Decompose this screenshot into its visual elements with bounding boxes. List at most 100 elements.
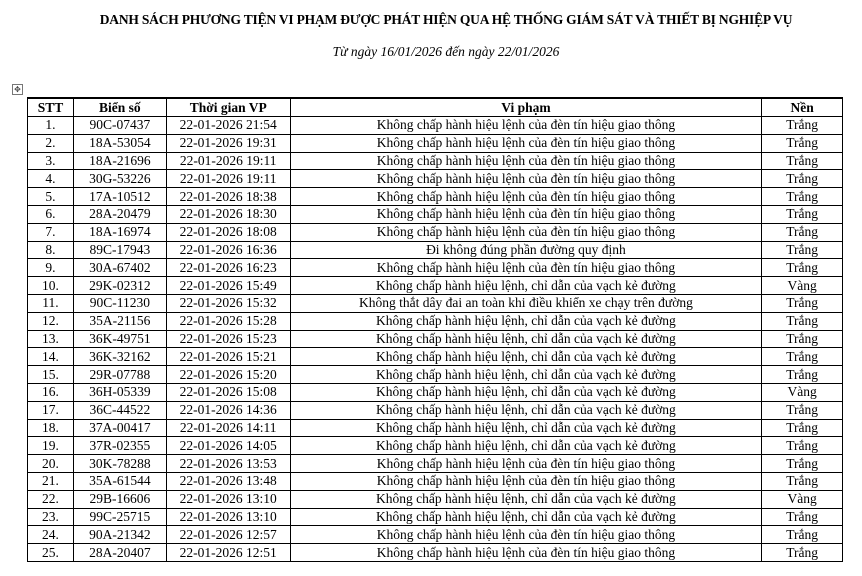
header-stt: STT	[27, 97, 74, 117]
cell-plate: 29K-02312	[72, 276, 167, 295]
cell-plate-color: Trắng	[761, 471, 843, 491]
cell-stt: 5.	[27, 187, 74, 206]
table-row: 9. 30A-67402 22-01-2026 16:23 Không chấp hà…	[27, 258, 843, 278]
cell-plate-color: Trắng	[761, 543, 843, 562]
cell-time: 22-01-2026 13:10	[165, 489, 291, 509]
table-row: 15. 29R-07788 22-01-2026 15:20 Không chấp h…	[27, 365, 843, 384]
table-row: 13. 36K-49751 22-01-2026 15:23 Không chấp h…	[27, 329, 843, 349]
cell-violation: Không chấp hành hiệu lệnh của đèn tín hi…	[289, 133, 763, 153]
cell-plate: 30A-67402	[72, 258, 167, 278]
cell-stt: 21.	[27, 471, 74, 491]
table-row: 22. 29B-16606 22-01-2026 13:10 Không chấp h…	[27, 489, 843, 509]
table-row: 20. 30K-78288 22-01-2026 13:53 Không chấp h…	[27, 454, 843, 473]
cell-plate: 90C-07437	[72, 116, 167, 135]
cell-plate: 36C-44522	[72, 400, 167, 420]
table-row: 5. 17A-10512 22-01-2026 18:38 Không chấp hà…	[27, 187, 843, 206]
cell-violation: Không chấp hành hiệu lệnh, chỉ dẫn của v…	[289, 365, 763, 384]
cell-violation: Đi không đúng phần đường quy định	[289, 240, 763, 260]
table-row: 11. 90C-11230 22-01-2026 15:32 Không thắt d…	[27, 293, 843, 313]
cell-plate-color: Trắng	[761, 507, 843, 527]
table-row: 4. 30G-53226 22-01-2026 19:11 Không chấp hà…	[27, 169, 843, 189]
cell-plate-color: Vàng	[761, 382, 843, 402]
cell-plate: 28A-20407	[72, 543, 167, 562]
table-row: 19. 37R-02355 22-01-2026 14:05 Không chấp h…	[27, 436, 843, 456]
table-row: 24. 90A-21342 22-01-2026 12:57 Không chấp h…	[27, 525, 843, 545]
cell-time: 22-01-2026 15:21	[165, 347, 291, 367]
cell-stt: 20.	[27, 454, 74, 473]
cell-plate: 30K-78288	[72, 454, 167, 473]
table-row: 18. 37A-00417 22-01-2026 14:11 Không chấp h…	[27, 418, 843, 438]
cell-time: 22-01-2026 15:23	[165, 329, 291, 349]
cell-plate: 30G-53226	[72, 169, 167, 189]
cell-violation: Không chấp hành hiệu lệnh, chỉ dẫn của v…	[289, 489, 763, 509]
cell-stt: 10.	[27, 276, 74, 295]
cell-plate-color: Vàng	[761, 276, 843, 295]
cell-time: 22-01-2026 19:11	[165, 151, 291, 171]
cell-plate-color: Trắng	[761, 418, 843, 438]
cell-violation: Không chấp hành hiệu lệnh, chỉ dẫn của v…	[289, 382, 763, 402]
cell-time: 22-01-2026 12:57	[165, 525, 291, 545]
cell-plate: 36K-32162	[72, 347, 167, 367]
cell-stt: 23.	[27, 507, 74, 527]
header-time: Thời gian VP	[165, 97, 291, 117]
cell-time: 22-01-2026 18:30	[165, 204, 291, 224]
header-plate-color: Nền	[761, 97, 843, 117]
cell-time: 22-01-2026 15:32	[165, 293, 291, 313]
cell-plate-color: Trắng	[761, 436, 843, 456]
cell-stt: 15.	[27, 365, 74, 384]
table-row: 8. 89C-17943 22-01-2026 16:36 Đi không đúng…	[27, 240, 843, 260]
header-violation: Vi phạm	[289, 97, 763, 117]
cell-plate-color: Trắng	[761, 400, 843, 420]
cell-plate-color: Trắng	[761, 347, 843, 367]
cell-stt: 13.	[27, 329, 74, 349]
cell-plate-color: Trắng	[761, 169, 843, 189]
cell-plate-color: Trắng	[761, 204, 843, 224]
cell-plate-color: Trắng	[761, 258, 843, 278]
cell-plate-color: Trắng	[761, 187, 843, 206]
cell-plate: 18A-16974	[72, 222, 167, 242]
cell-plate-color: Trắng	[761, 311, 843, 331]
cell-stt: 18.	[27, 418, 74, 438]
cell-plate-color: Trắng	[761, 329, 843, 349]
cell-plate: 90C-11230	[72, 293, 167, 313]
table-row: 23. 99C-25715 22-01-2026 13:10 Không chấp h…	[27, 507, 843, 527]
cell-plate-color: Trắng	[761, 151, 843, 171]
cell-stt: 7.	[27, 222, 74, 242]
cell-plate-color: Trắng	[761, 240, 843, 260]
cell-violation: Không chấp hành hiệu lệnh của đèn tín hi…	[289, 187, 763, 206]
cell-stt: 2.	[27, 133, 74, 153]
table-row: 6. 28A-20479 22-01-2026 18:30 Không chấp hà…	[27, 204, 843, 224]
cell-time: 22-01-2026 18:38	[165, 187, 291, 206]
cell-stt: 9.	[27, 258, 74, 278]
cell-time: 22-01-2026 15:49	[165, 276, 291, 295]
cell-time: 22-01-2026 15:20	[165, 365, 291, 384]
cell-violation: Không chấp hành hiệu lệnh của đèn tín hi…	[289, 258, 763, 278]
cell-plate: 36H-05339	[72, 382, 167, 402]
cell-violation: Không chấp hành hiệu lệnh, chỉ dẫn của v…	[289, 347, 763, 367]
cell-time: 22-01-2026 12:51	[165, 543, 291, 562]
cell-stt: 12.	[27, 311, 74, 331]
cell-stt: 19.	[27, 436, 74, 456]
cell-violation: Không chấp hành hiệu lệnh, chỉ dẫn của v…	[289, 436, 763, 456]
cell-plate: 18A-53054	[72, 133, 167, 153]
cell-plate: 29B-16606	[72, 489, 167, 509]
cell-stt: 3.	[27, 151, 74, 171]
table-move-handle-icon[interactable]: ✥	[12, 84, 23, 95]
cell-plate: 35A-61544	[72, 471, 167, 491]
cell-plate: 29R-07788	[72, 365, 167, 384]
cell-plate: 28A-20479	[72, 204, 167, 224]
cell-plate: 17A-10512	[72, 187, 167, 206]
cell-violation: Không chấp hành hiệu lệnh, chỉ dẫn của v…	[289, 329, 763, 349]
table-row: 2. 18A-53054 22-01-2026 19:31 Không chấp hà…	[27, 133, 843, 153]
cell-violation: Không chấp hành hiệu lệnh, chỉ dẫn của v…	[289, 400, 763, 420]
cell-plate: 18A-21696	[72, 151, 167, 171]
cell-violation: Không chấp hành hiệu lệnh, chỉ dẫn của v…	[289, 418, 763, 438]
cell-violation: Không chấp hành hiệu lệnh, chỉ dẫn của v…	[289, 507, 763, 527]
violations-table: STT Biển số Thời gian VP Vi phạm Nền 1. 9…	[27, 97, 843, 562]
cell-plate-color: Trắng	[761, 365, 843, 384]
table-row: 25. 28A-20407 22-01-2026 12:51 Không chấp h…	[27, 543, 843, 562]
cell-violation: Không chấp hành hiệu lệnh, chỉ dẫn của v…	[289, 311, 763, 331]
cell-violation: Không thắt dây đai an toàn khi điều khiể…	[289, 293, 763, 313]
cell-stt: 4.	[27, 169, 74, 189]
cell-time: 22-01-2026 21:54	[165, 116, 291, 135]
